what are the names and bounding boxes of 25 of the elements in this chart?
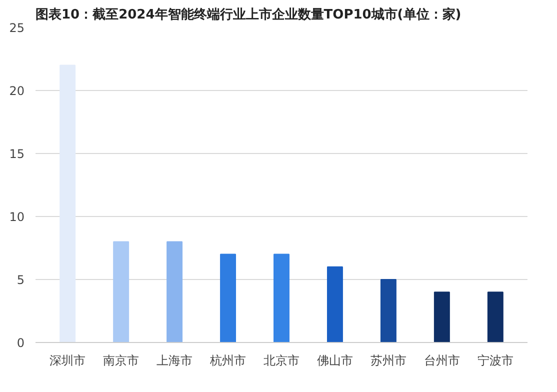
bar: [380, 279, 396, 342]
bar: [220, 254, 236, 342]
bar: [434, 292, 450, 342]
bar: [60, 64, 76, 342]
x-tick-label: 台州市: [424, 354, 460, 368]
y-tick-label: 0: [16, 336, 25, 350]
bar: [113, 241, 130, 342]
x-tick-label: 佛山市: [316, 354, 353, 368]
x-tick-label: 苏州市: [370, 354, 406, 368]
x-tick-label: 深圳市: [50, 354, 86, 368]
y-tick-label: 10: [9, 210, 25, 224]
x-tick-label: 上海市: [156, 354, 193, 368]
x-tick-label: 宁波市: [477, 354, 514, 368]
bar: [487, 292, 504, 342]
bar: [166, 241, 183, 342]
chart-title: 图表10：截至2024年智能终端行业上市企业数量TOP10城市(单位：家): [36, 6, 462, 22]
x-tick-label: 北京市: [264, 354, 300, 368]
x-tick-label: 杭州市: [209, 354, 246, 368]
bar: [326, 266, 343, 342]
y-tick-label: 25: [9, 21, 25, 35]
bar: [274, 254, 290, 342]
y-tick-label: 5: [16, 273, 25, 287]
y-tick-label: 20: [9, 84, 25, 98]
x-tick-label: 南京市: [103, 354, 140, 368]
y-tick-label: 15: [9, 147, 25, 161]
